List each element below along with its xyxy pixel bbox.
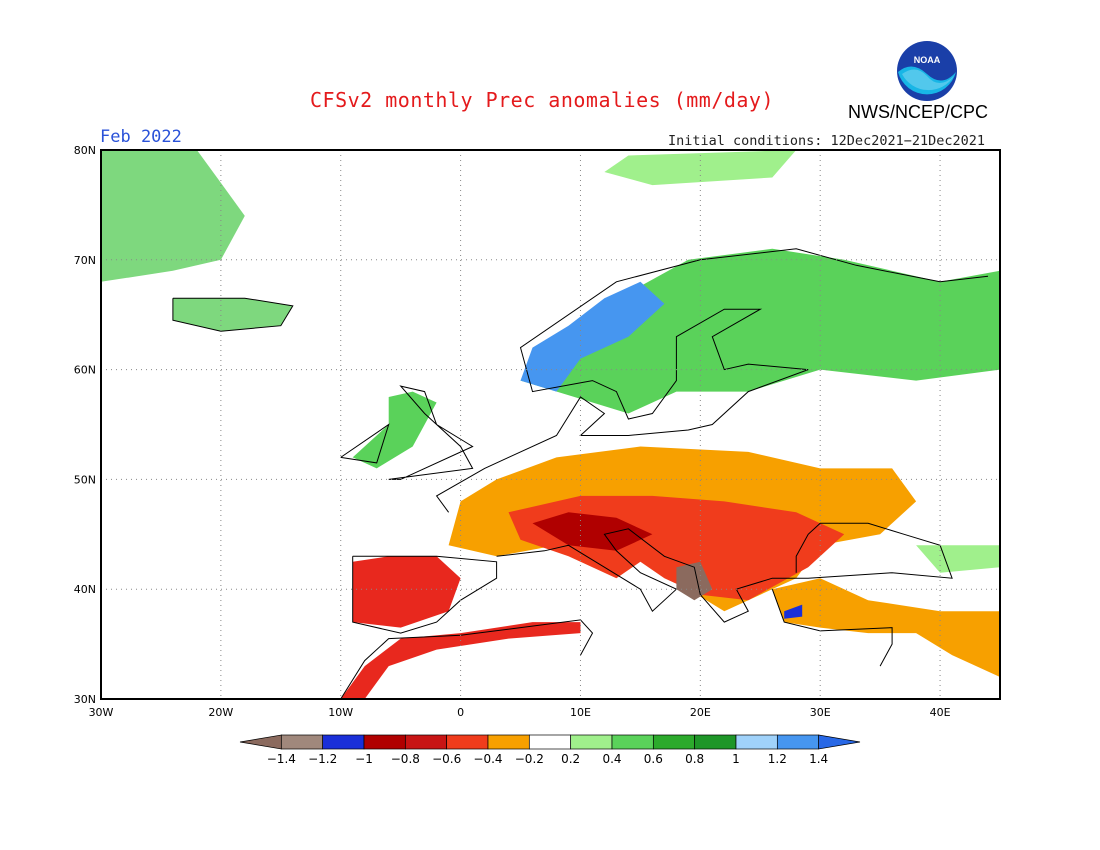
colorbar-swatch (404, 734, 448, 750)
colorbar-label: 0.6 (644, 752, 663, 766)
anomaly-region (532, 512, 653, 551)
anomaly-region (916, 545, 1000, 573)
anomaly-regions (101, 150, 1000, 699)
colorbar-swatch (280, 734, 324, 750)
colorbar-label: 1.2 (768, 752, 787, 766)
coastline (340, 423, 390, 464)
forecast-month: Feb 2022 (100, 127, 182, 147)
noaa-logo: NOAA (897, 41, 957, 101)
colorbar-swatch (694, 734, 737, 750)
coastline (496, 522, 953, 623)
lat-label: 30N (74, 693, 96, 706)
noaa-logo-text: NOAA (914, 55, 941, 65)
anomaly-region (676, 561, 713, 601)
colorbar-swatch (776, 734, 820, 750)
lon-label: 10E (570, 706, 591, 719)
lon-label: 0 (457, 706, 464, 719)
colorbar-label: 0.2 (561, 752, 580, 766)
lat-label: 80N (74, 144, 96, 157)
colorbar-label: −0.4 (473, 752, 502, 766)
lon-label: 20E (690, 706, 711, 719)
initial-conditions: Initial conditions: 12Dec2021−21Dec2021 (668, 133, 985, 149)
colorbar: −1.4 −1.2 −1 −0.8 −0.6 −0.4 −0.2 0.2 0.4 0.6 0.8 1 1… (239, 734, 861, 766)
colorbar-swatch (446, 734, 489, 750)
colorbar-swatch (611, 734, 654, 750)
coastline (771, 589, 893, 667)
colorbar-label: −1.2 (308, 752, 337, 766)
coastline (435, 248, 989, 513)
lat-label: 40N (74, 583, 96, 596)
colorbar-swatch (652, 734, 696, 750)
colorbar-arrow-high (818, 734, 861, 750)
colorbar-label: −0.6 (432, 752, 461, 766)
anomaly-region (352, 556, 461, 628)
colorbar-label: −0.8 (391, 752, 420, 766)
lat-label: 60N (74, 364, 96, 377)
colorbar-swatch (487, 734, 530, 750)
colorbar-label: 1 (732, 752, 740, 766)
lat-label: 70N (74, 254, 96, 267)
lon-label: 10W (328, 706, 353, 719)
colorbar-label: 0.8 (685, 752, 704, 766)
organization-label: NWS/NCEP/CPC (848, 102, 989, 122)
map-frame (100, 149, 1001, 700)
colorbar-label: 1.4 (809, 752, 828, 766)
colorbar-swatch (570, 734, 613, 750)
anomaly-region (172, 298, 293, 332)
colorbar-label: 0.4 (602, 752, 621, 766)
anomaly-region (784, 604, 803, 619)
lat-label: 50N (74, 473, 96, 486)
colorbar-label: −1.4 (267, 752, 296, 766)
colorbar-swatch (322, 734, 365, 750)
anomaly-region (352, 391, 437, 469)
lon-label: 40E (930, 706, 951, 719)
anomaly-region (520, 281, 665, 392)
colorbar-label: −1 (355, 752, 373, 766)
anomaly-region (340, 622, 581, 699)
lon-label: 30E (810, 706, 831, 719)
coastline (172, 297, 294, 332)
map-title: CFSv2 monthly Prec anomalies (mm/day) (310, 88, 775, 112)
coastline (388, 385, 474, 480)
colorbar-swatch (363, 734, 406, 750)
lon-label: 30W (89, 706, 114, 719)
anomaly-region (604, 150, 797, 186)
colorbar-swatch (735, 734, 778, 750)
lon-label: 20W (208, 706, 233, 719)
colorbar-arrow-low (239, 734, 282, 750)
colorbar-label: −0.2 (515, 752, 544, 766)
anomaly-region (101, 150, 245, 282)
colorbar-swatch (528, 734, 572, 750)
